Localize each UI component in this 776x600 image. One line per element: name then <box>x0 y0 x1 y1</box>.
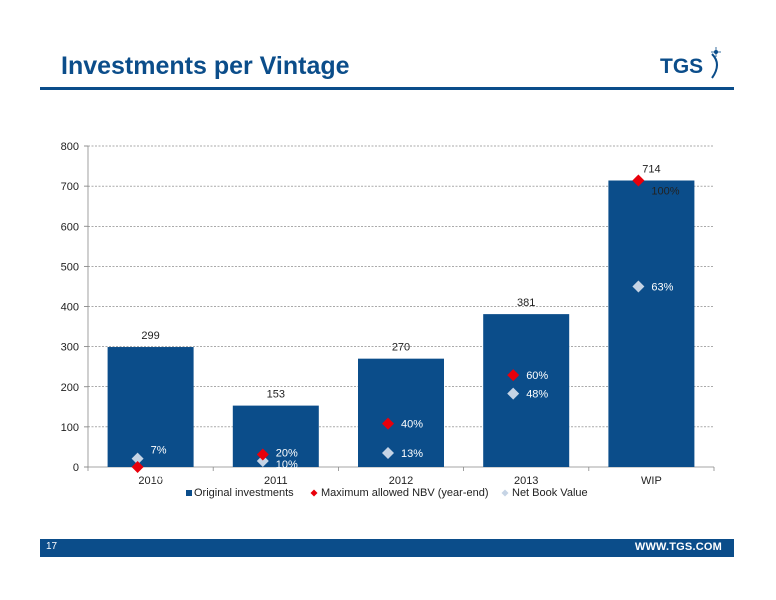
x-tick-label: 2013 <box>514 475 538 487</box>
max-nbv-marker <box>256 448 269 461</box>
nbv-label: 63% <box>651 281 673 293</box>
max-nbv-label: 20% <box>276 448 298 460</box>
max-nbv-label: 60% <box>526 370 548 382</box>
bar-value-label: 381 <box>517 297 535 309</box>
nbv-marker <box>382 446 394 459</box>
bar-value-label: 153 <box>267 389 285 401</box>
y-tick-label: 800 <box>61 141 79 153</box>
bar <box>232 405 319 467</box>
legend-label: Original investments <box>194 487 294 499</box>
bar-value-label: 299 <box>141 330 159 342</box>
x-tick-label: WIP <box>641 475 662 487</box>
page-title: Investments per Vintage <box>61 52 350 80</box>
x-tick-label: 2012 <box>389 475 413 487</box>
bar <box>608 180 695 467</box>
x-tick-label: 2011 <box>264 475 288 487</box>
y-tick-label: 700 <box>61 181 79 193</box>
max-nbv-label: 0% <box>151 474 167 486</box>
bar <box>358 358 444 467</box>
legend-label: Maximum allowed NBV (year-end) <box>321 487 489 499</box>
nbv-label: 10% <box>276 459 298 471</box>
header-rule <box>40 87 734 90</box>
footer-url: WWW.TGS.COM <box>634 541 722 553</box>
x-tick-label: 2010 <box>138 475 162 487</box>
y-tick-label: 100 <box>61 422 79 434</box>
logo-text: TGS <box>660 55 703 78</box>
bar <box>483 314 570 467</box>
y-tick-label: 200 <box>61 382 79 394</box>
nbv-marker <box>131 452 144 465</box>
y-tick-label: 600 <box>61 221 79 233</box>
bar-value-label: 714 <box>642 164 660 176</box>
nbv-label: 48% <box>526 389 548 401</box>
bar <box>107 347 194 467</box>
legend-swatch-max <box>310 489 318 497</box>
bar-value-label: 270 <box>392 342 410 354</box>
legend-swatch-bar <box>186 490 192 496</box>
y-tick-label: 400 <box>61 302 79 314</box>
nbv-marker <box>256 454 269 467</box>
nbv-marker <box>507 387 520 400</box>
nbv-label: 13% <box>401 448 423 460</box>
y-tick-label: 500 <box>61 261 79 273</box>
page-number: 17 <box>46 541 58 552</box>
y-tick-label: 300 <box>61 342 79 354</box>
max-nbv-marker <box>382 417 394 430</box>
legend-swatch-nbv <box>501 489 509 497</box>
max-nbv-marker <box>131 461 144 473</box>
max-nbv-marker <box>632 174 645 187</box>
max-nbv-marker <box>507 369 520 382</box>
nbv-marker <box>632 280 645 293</box>
footer-bar: 17 WWW.TGS.COM <box>40 539 734 557</box>
investments-chart: 0 100 200 300 400 500 600 700 800 2010 2011 2012 201… <box>61 141 715 499</box>
nbv-label: 7% <box>151 445 167 457</box>
y-tick-label: 0 <box>73 462 79 474</box>
tgs-logo: TGS <box>660 47 721 79</box>
max-nbv-label: 40% <box>401 419 423 431</box>
max-nbv-label: 100% <box>651 186 679 198</box>
legend-label: Net Book Value <box>512 487 588 499</box>
